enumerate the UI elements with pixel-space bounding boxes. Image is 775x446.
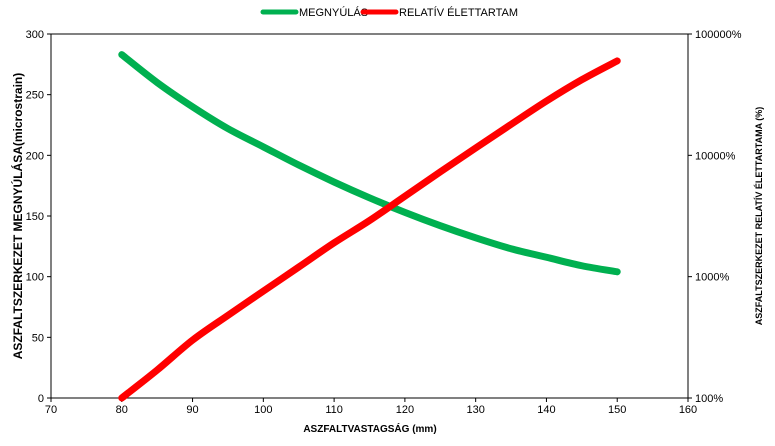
legend-label-relativ-elettartam: RELATÍV ÉLETTARTAM (399, 6, 518, 19)
y-axis-left-title: ASZFALTSZERKEZET MEGNYÚLÁSA(microstrain) (10, 73, 25, 359)
y-left-tick-label: 100 (26, 272, 44, 284)
y-left-tick-label: 0 (38, 393, 44, 405)
y-right-tick-label: 1000% (695, 272, 729, 284)
x-tick-label: 80 (116, 404, 128, 416)
plot-area (50, 33, 689, 399)
y-right-tick-label: 10000% (695, 150, 736, 162)
x-tick-label: 140 (537, 404, 555, 416)
x-axis: 70 80 90 100 110 120 130 140 150 160 (45, 398, 697, 416)
y-axis-right: 100% 1000% 10000% 100000% (688, 29, 742, 405)
legend-label-megnyulas: MEGNYÚLÁS (299, 6, 368, 19)
y-right-tick-label: 100% (695, 393, 723, 405)
x-axis-title: ASZFALTVASTAGSÁG (mm) (303, 422, 436, 435)
y-left-tick-label: 300 (26, 29, 44, 41)
x-tick-label: 70 (45, 404, 57, 416)
series-line-relativ-elettartam (118, 57, 621, 402)
x-tick-label: 120 (396, 404, 414, 416)
series-layer (118, 51, 621, 402)
y-axis-left: 0 50 100 150 200 250 300 (26, 29, 51, 405)
y-left-tick-label: 50 (32, 332, 44, 344)
x-tick-label: 130 (466, 404, 484, 416)
x-tick-label: 110 (325, 404, 343, 416)
x-tick-label: 160 (679, 404, 697, 416)
y-left-tick-label: 200 (26, 150, 44, 162)
y-axis-right-title: ASZFALTSZERKEZET RELATÍV ÉLETTARTAMA (%) (754, 107, 764, 325)
legend: MEGNYÚLÁS RELATÍV ÉLETTARTAM (260, 6, 518, 19)
x-tick-label: 100 (254, 404, 272, 416)
x-tick-label: 90 (186, 404, 198, 416)
y-right-tick-label: 100000% (695, 29, 742, 41)
x-tick-label: 150 (608, 404, 626, 416)
y-left-tick-label: 150 (26, 211, 44, 223)
y-left-tick-label: 250 (26, 90, 44, 102)
series-line-megnyulas (118, 51, 621, 276)
